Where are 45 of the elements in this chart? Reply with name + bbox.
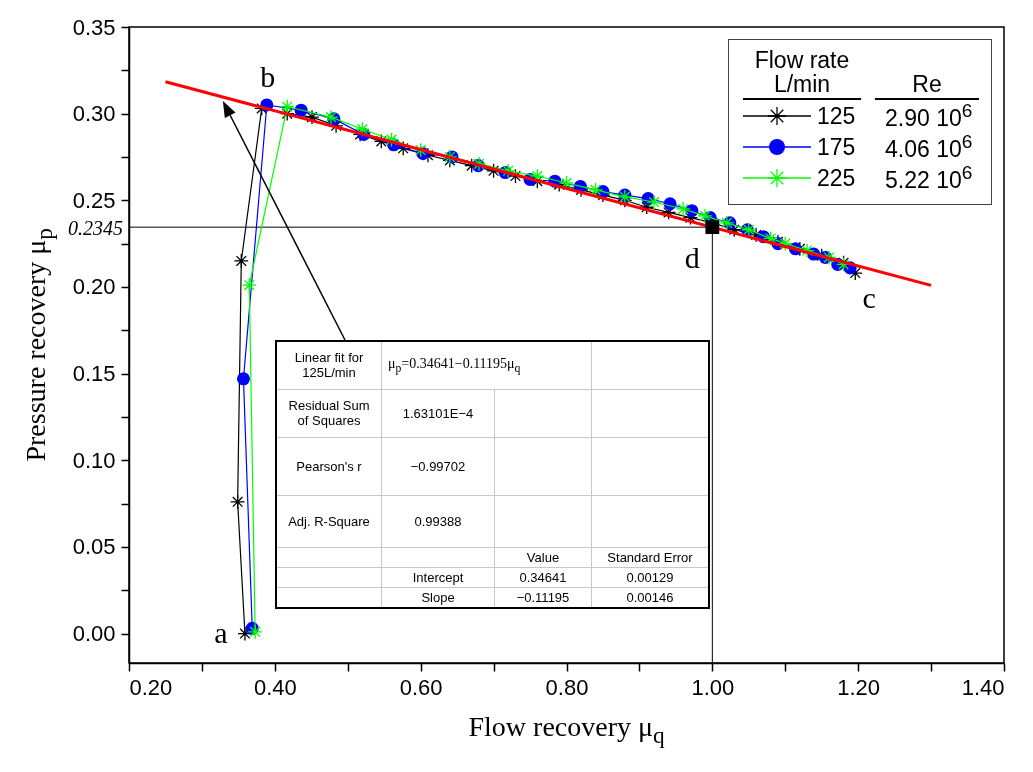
legend-title: Flow rate L/min — [743, 47, 861, 101]
y-tick-label: 0.35 — [72, 14, 116, 40]
ref-line-label: 0.2345 — [68, 217, 123, 240]
annotation: Standard Error — [591, 547, 709, 567]
annotation: 0.34641 — [494, 567, 592, 587]
annotation: Adj. R-Square — [276, 495, 382, 547]
y-tick-label: 0.15 — [72, 361, 116, 387]
annotation: Value — [494, 547, 592, 567]
annotation: 0.00129 — [591, 567, 709, 587]
y-tick-label: 0.30 — [72, 101, 116, 127]
annotation: a — [214, 615, 228, 649]
x-tick-label: 0.80 — [545, 674, 589, 700]
x-tick-label: 1.20 — [837, 674, 881, 700]
annotation: b — [260, 60, 276, 94]
annotation: μ$_{p}$=0.34641−0.11195μ$_{q}$ — [381, 341, 592, 389]
annotation: 4.06 10$^{6}$ — [885, 131, 973, 163]
x-tick-label: 0.20 — [129, 674, 173, 700]
annotation: 0.99388 — [381, 495, 495, 547]
annotation: 2.90 10$^{6}$ — [885, 100, 973, 132]
legend-label: 175 — [817, 133, 857, 161]
annotation: −0.99702 — [381, 437, 495, 495]
x-tick-label: 1.40 — [961, 674, 1005, 700]
legend-label: 225 — [817, 164, 857, 192]
y-tick-label: 0.25 — [72, 187, 116, 213]
y-tick-label: 0.00 — [72, 621, 116, 647]
annotation: 1.63101E−4 — [381, 389, 495, 437]
x-tick-label: 1.00 — [691, 674, 735, 700]
annotation: 5.22 10$^{6}$ — [885, 162, 973, 194]
annotation: 0.00146 — [591, 587, 709, 608]
annotation: Residual Sum of Squares — [276, 389, 382, 437]
x-tick-label: 0.60 — [399, 674, 443, 700]
y-tick-label: 0.05 — [72, 534, 116, 560]
y-tick-label: 0.20 — [72, 274, 116, 300]
x-axis-title: Flow recovery μ$_{q}$ — [468, 711, 665, 749]
annotation: −0.11195 — [494, 587, 592, 608]
legend-label: 125 — [817, 102, 857, 130]
annotation: Intercept — [381, 567, 495, 587]
annotation: Linear fit for 125L/min — [276, 341, 382, 389]
x-tick-label: 0.40 — [253, 674, 297, 700]
annotation: Pearson's r — [276, 437, 382, 495]
annotation: Slope — [381, 587, 495, 608]
annotation: Re — [875, 71, 979, 101]
annotation: d — [684, 241, 700, 275]
y-tick-label: 0.10 — [72, 447, 116, 473]
annotation: c — [862, 281, 876, 315]
